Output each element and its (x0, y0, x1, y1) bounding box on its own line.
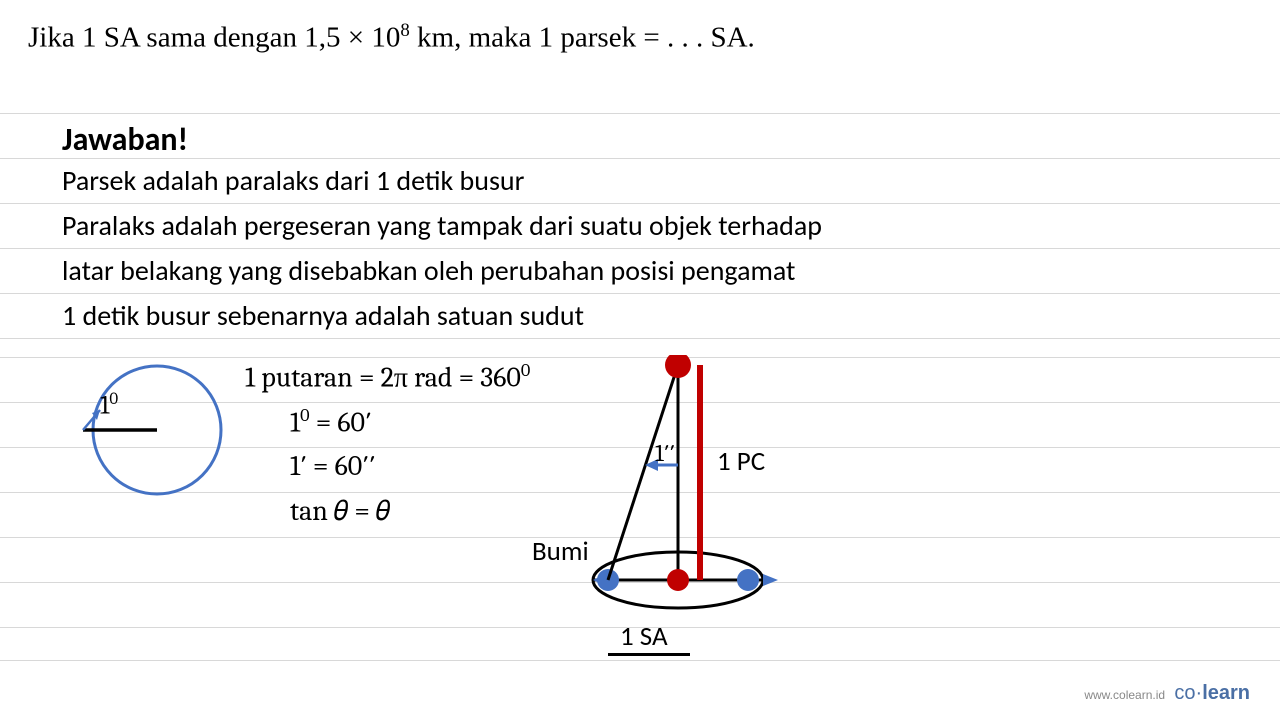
sa-label: 1 SA (620, 620, 668, 653)
degree-label: 10 (100, 390, 118, 421)
question-text: Jika 1 SA sama dengan 1,5 × 108 km, maka… (28, 20, 755, 55)
footer: www.colearn.id co·learn (1084, 682, 1250, 705)
ruled-line (0, 158, 1280, 159)
brand-pre: co (1174, 682, 1195, 704)
text-line-3: latar belakang yang disebabkan oleh peru… (62, 253, 795, 288)
orbit-arrow-right (763, 574, 778, 586)
math-line-1: 1 putaran = 2π rad = 3600 (245, 360, 530, 394)
earth-pos-right (737, 569, 759, 591)
text-line-4: 1 detik busur sebenarnya adalah satuan s… (62, 298, 584, 333)
ruled-line (0, 248, 1280, 249)
bumi-label: Bumi (532, 535, 589, 568)
math2-post: = 60′ (310, 406, 372, 438)
ruled-line (0, 113, 1280, 114)
text-line-1: Parsek adalah paralaks dari 1 detik busu… (62, 163, 524, 198)
footer-url: www.colearn.id (1084, 688, 1165, 702)
answer-label: Jawaban! (62, 120, 188, 159)
ruled-line (0, 203, 1280, 204)
math2-pre: 1 (290, 406, 300, 438)
math-line-4: tan 𝜃 = 𝜃 (290, 495, 390, 528)
math-line-3: 1′ = 60′′ (290, 450, 376, 482)
parallax-svg (560, 355, 840, 655)
sa-underline (608, 653, 690, 656)
brand-post: learn (1202, 682, 1250, 704)
math1-exp: 0 (521, 360, 530, 381)
question-exponent: 8 (400, 20, 409, 41)
math2-exp: 0 (300, 405, 309, 426)
ruled-line (0, 338, 1280, 339)
ruled-line (0, 293, 1280, 294)
star-dot (665, 355, 691, 378)
question-suffix: km, maka 1 parsek = . . . SA. (410, 22, 755, 54)
sight-line-left (608, 365, 678, 580)
sun-dot (667, 569, 689, 591)
degree-exp: 0 (109, 390, 118, 409)
circle-svg (72, 360, 242, 500)
footer-brand: co·learn (1174, 682, 1250, 704)
parallax-diagram: 1′′ 1 PC Bumi 1 SA (560, 355, 840, 655)
pc-label: 1 PC (717, 445, 765, 478)
question-prefix: Jika 1 SA sama dengan 1,5 × 10 (28, 22, 400, 54)
text-line-2: Paralaks adalah pergeseran yang tampak d… (62, 208, 822, 243)
ruled-line (0, 660, 1280, 661)
arc-second-label: 1′′ (655, 439, 675, 467)
math-line-2: 10 = 60′ (290, 405, 372, 438)
degree-pre: 1 (100, 391, 109, 421)
math1-pre: 1 putaran = 2π rad = 360 (245, 361, 521, 393)
circle-diagram: 10 (72, 360, 242, 505)
